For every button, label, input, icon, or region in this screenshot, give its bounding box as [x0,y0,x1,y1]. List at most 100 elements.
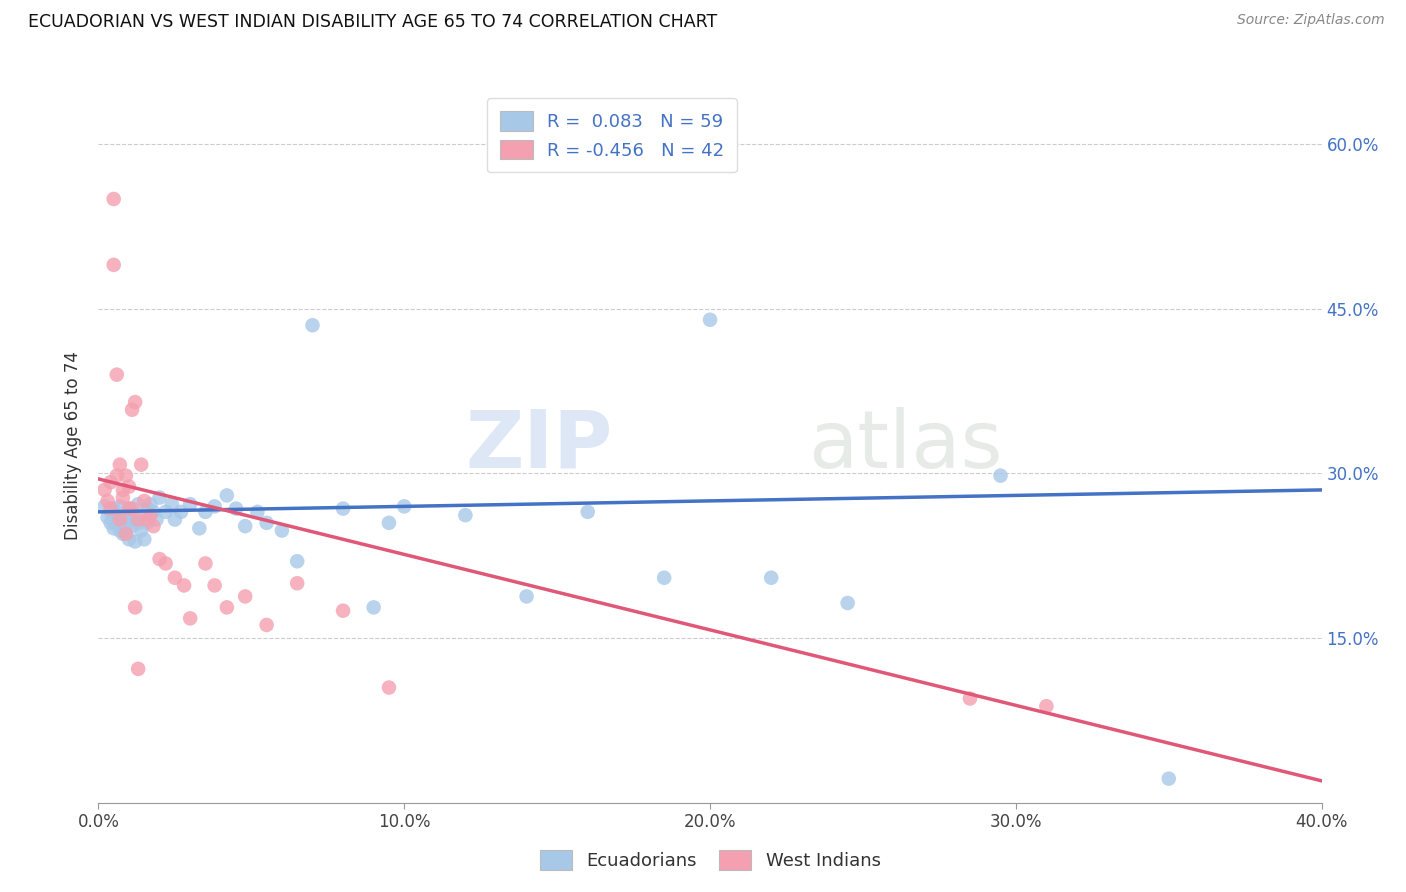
Text: Source: ZipAtlas.com: Source: ZipAtlas.com [1237,13,1385,28]
Point [97,510,120,524]
Point [115,526,138,541]
Point [115,508,138,523]
Point [363,600,385,615]
Point [103,501,125,516]
Point [204,578,226,592]
Point [378,681,401,695]
Point [124,600,146,615]
Point [155,505,177,519]
Point [121,512,143,526]
Point [454,508,477,523]
Point [139,508,162,523]
Point [136,501,159,516]
Point [111,512,134,526]
Point [179,611,201,625]
Point [100,475,122,490]
Point [118,480,141,494]
Point [127,497,149,511]
Point [100,501,122,516]
Y-axis label: Disability Age 65 to 74: Disability Age 65 to 74 [65,351,83,541]
Point [127,516,149,530]
Point [332,501,354,516]
Point [127,662,149,676]
Point [97,494,120,508]
Point [155,557,177,571]
Point [118,533,141,547]
Point [194,505,217,519]
Point [145,512,167,526]
Point [233,590,256,604]
Point [204,500,226,514]
Point [111,491,134,505]
Point [392,500,416,514]
Point [121,402,143,417]
Point [129,524,152,538]
Point [652,571,675,585]
Point [194,557,217,571]
Text: ECUADORIAN VS WEST INDIAN DISABILITY AGE 65 TO 74 CORRELATION CHART: ECUADORIAN VS WEST INDIAN DISABILITY AGE… [28,13,717,31]
Text: ZIP: ZIP [465,407,612,485]
Point [115,521,138,535]
Point [121,519,143,533]
Point [93,500,115,514]
Point [173,578,195,592]
Point [160,497,183,511]
Point [108,512,131,526]
Point [270,524,292,538]
Point [103,192,125,206]
Point [233,519,256,533]
Point [256,618,278,632]
Point [285,576,308,591]
Point [163,512,186,526]
Point [105,468,128,483]
Point [121,501,143,516]
Point [134,494,156,508]
Point [105,368,128,382]
Point [108,500,131,514]
Point [246,505,269,519]
Point [163,571,186,585]
Point [225,501,247,516]
Point [149,491,172,505]
Point [105,508,128,523]
Point [139,497,162,511]
Point [136,516,159,530]
Point [759,571,782,585]
Point [103,258,125,272]
Point [1157,772,1180,786]
Point [699,312,721,326]
Point [378,516,401,530]
Point [332,604,354,618]
Legend: Ecuadorians, West Indians: Ecuadorians, West Indians [530,841,890,880]
Point [1035,699,1057,714]
Point [93,483,115,497]
Point [124,395,146,409]
Point [301,318,323,333]
Point [134,533,156,547]
Point [215,600,238,615]
Point [837,596,859,610]
Point [124,508,146,523]
Point [215,488,238,502]
Point [111,526,134,541]
Point [285,554,308,568]
Point [100,516,122,530]
Point [990,468,1012,483]
Point [179,497,201,511]
Text: atlas: atlas [808,407,1002,485]
Point [100,505,122,519]
Point [105,516,128,530]
Point [142,505,165,519]
Point [959,691,981,706]
Point [108,458,131,472]
Point [115,468,138,483]
Point [118,501,141,516]
Point [129,458,152,472]
Point [170,505,193,519]
Point [127,512,149,526]
Point [516,590,538,604]
Point [576,505,599,519]
Point [142,519,165,533]
Point [256,516,278,530]
Point [103,521,125,535]
